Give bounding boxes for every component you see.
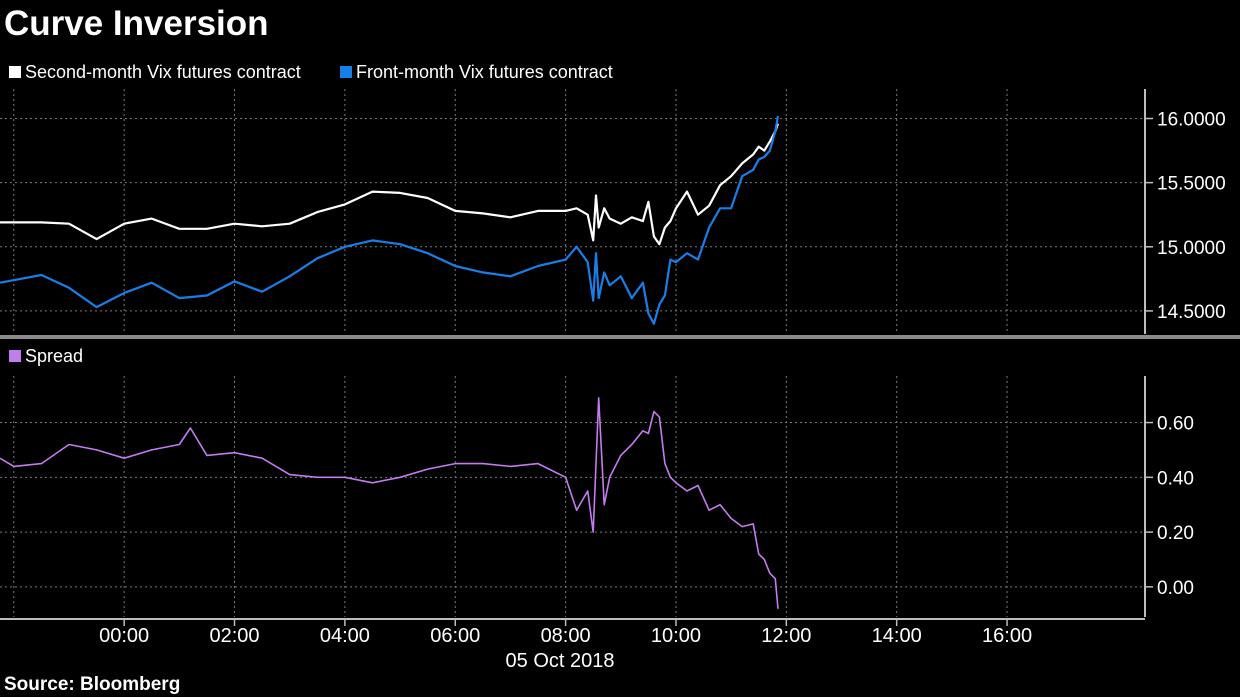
- legend-label-spread: Spread: [25, 346, 83, 366]
- top-y-axis: 14.5000 15.0000 15.5000 16.0000: [1144, 89, 1226, 334]
- bottom-series-lines: [0, 397, 779, 609]
- y-tick-label: 15.0000: [1157, 238, 1226, 259]
- legend-swatch-spread: [9, 350, 21, 362]
- top-gridlines: [0, 89, 1145, 334]
- x-tick-label: 14:00: [872, 625, 922, 647]
- y-tick-label: 0.40: [1157, 468, 1194, 489]
- series-line-0-1: [0, 115, 780, 325]
- bottom-gridlines: [0, 376, 1145, 617]
- legend-label-front-month: Front-month Vix futures contract: [356, 62, 613, 82]
- chart-title: Curve Inversion: [4, 4, 269, 43]
- x-tick-label: 12:00: [761, 625, 811, 647]
- x-tick-label: 08:00: [541, 625, 591, 647]
- source-note: Source: Bloomberg: [4, 674, 181, 695]
- x-axis-line: [0, 618, 1145, 620]
- y-tick-label: 0.60: [1157, 414, 1194, 435]
- x-axis-date-label: 05 Oct 2018: [506, 650, 615, 672]
- x-tick-label: 02:00: [209, 625, 259, 647]
- y-tick-label: 16.0000: [1157, 110, 1226, 131]
- panel-divider: [0, 335, 1240, 339]
- legend-swatch-front-month: [340, 66, 352, 78]
- top-series-lines: [0, 115, 780, 325]
- bottom-y-axis: 0.00 0.20 0.40 0.60: [1144, 376, 1194, 617]
- y-tick-label: 14.5000: [1157, 302, 1226, 323]
- x-tick-label: 04:00: [320, 625, 370, 647]
- legend-swatch-second-month: [9, 66, 21, 78]
- top-panel: Second-month Vix futures contract Front-…: [0, 62, 1226, 334]
- bottom-panel: Spread 0.00 0.20 0.40 0.60: [0, 346, 1194, 617]
- x-tick-label: 00:00: [99, 625, 149, 647]
- x-axis: 00:00 02:00 04:00 06:00 08:00 10:00 12:00 14:00…: [99, 619, 1032, 647]
- x-tick-label: 16:00: [982, 625, 1032, 647]
- series-line-0-0: [0, 123, 780, 246]
- series-line-1-0: [0, 397, 779, 609]
- y-tick-label: 0.20: [1157, 523, 1194, 544]
- legend-label-second-month: Second-month Vix futures contract: [25, 62, 301, 82]
- x-tick-label: 10:00: [651, 625, 701, 647]
- x-tick-label: 06:00: [430, 625, 480, 647]
- y-tick-label: 15.5000: [1157, 174, 1226, 195]
- y-tick-label: 0.00: [1157, 578, 1194, 599]
